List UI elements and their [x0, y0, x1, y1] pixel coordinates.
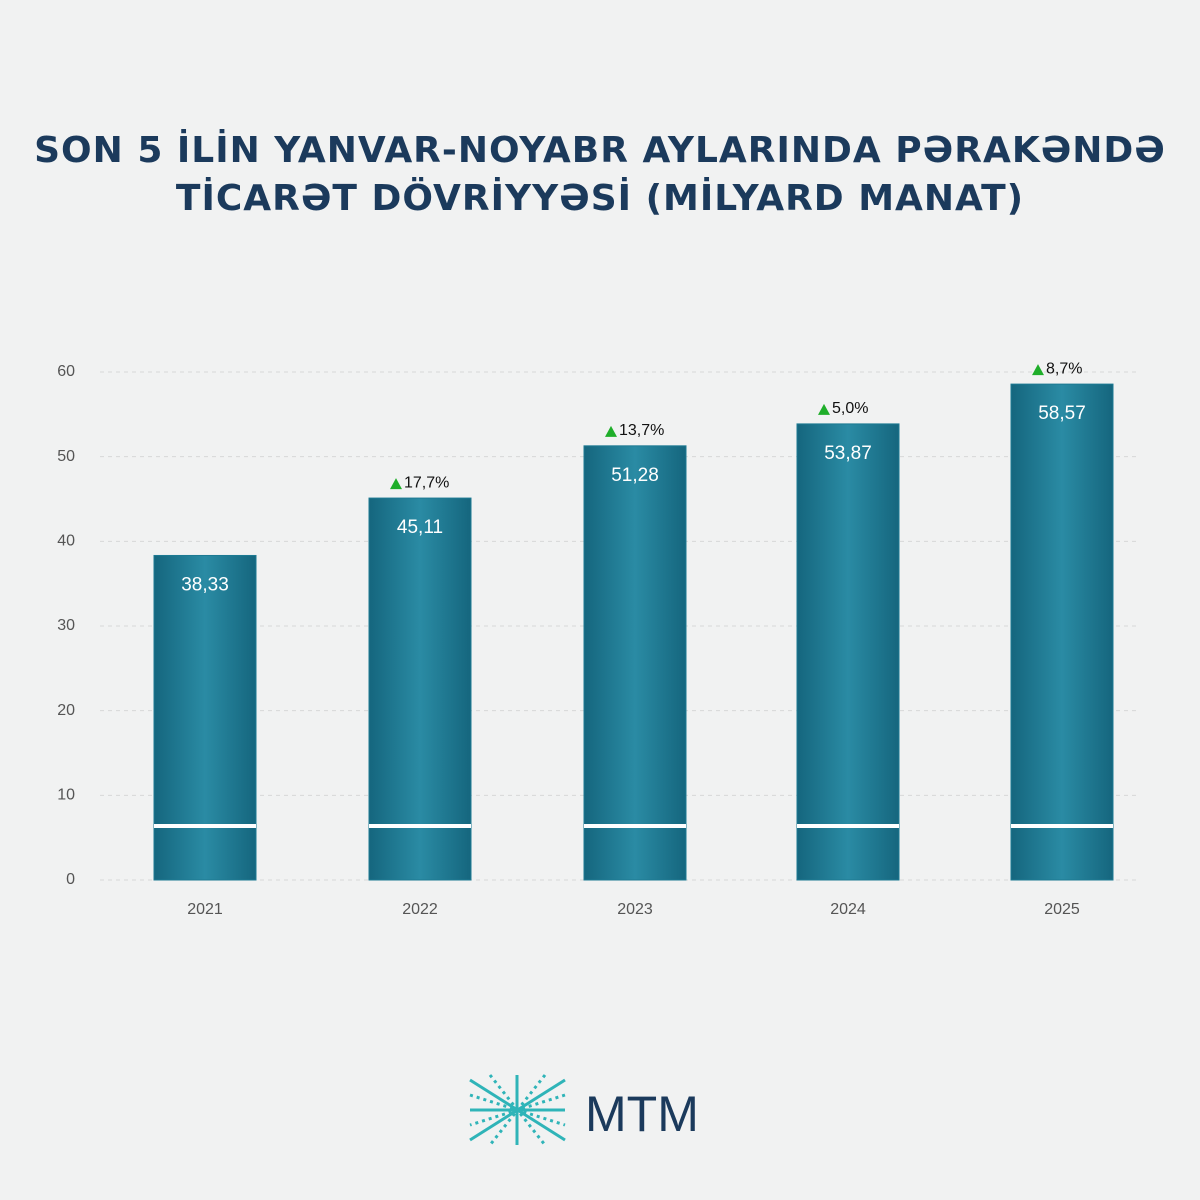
logo-icon — [469, 1074, 566, 1146]
bar — [796, 423, 900, 881]
y-tick-label: 10 — [57, 787, 75, 804]
bar-break — [584, 824, 686, 828]
x-tick-label: 2021 — [187, 901, 223, 918]
y-tick-label: 50 — [57, 448, 75, 465]
growth-label: 8,7% — [1046, 360, 1082, 377]
chart-title: SON 5 İLİN YANVAR-NOYABR AYLARINDA PƏRAK… — [34, 129, 1166, 171]
growth-label: 17,7% — [404, 474, 449, 491]
x-tick-label: 2023 — [617, 901, 653, 918]
growth-arrow — [390, 478, 402, 490]
bar-break — [797, 824, 899, 828]
x-tick-label: 2022 — [402, 901, 438, 918]
growth-label: 13,7% — [619, 422, 664, 439]
x-tick-label: 2024 — [830, 901, 866, 918]
bar — [583, 445, 687, 881]
y-tick-label: 30 — [57, 617, 75, 634]
growth-label: 5,0% — [832, 400, 868, 417]
growth-arrow — [605, 425, 617, 437]
x-tick-label: 2025 — [1044, 901, 1080, 918]
logo-text: MTM — [585, 1086, 699, 1142]
y-tick-label: 20 — [57, 702, 75, 719]
y-tick-label: 40 — [57, 533, 75, 550]
bar-break — [369, 824, 471, 828]
bar — [368, 497, 472, 881]
y-tick-label: 0 — [66, 871, 75, 888]
bar-break — [154, 824, 256, 828]
growth-arrow — [1032, 364, 1044, 376]
bar — [1010, 383, 1114, 881]
y-tick-label: 60 — [57, 363, 75, 380]
value-label: 53,87 — [824, 443, 872, 464]
growth-arrow — [818, 403, 830, 415]
bar-break — [1011, 824, 1113, 828]
chart-title: TİCARƏT DÖVRİYYƏSİ (MİLYARD MANAT) — [176, 177, 1024, 219]
value-label: 45,11 — [397, 517, 443, 538]
value-label: 58,57 — [1038, 403, 1086, 424]
value-label: 51,28 — [611, 465, 659, 486]
value-label: 38,33 — [181, 574, 229, 595]
bar — [153, 554, 257, 881]
